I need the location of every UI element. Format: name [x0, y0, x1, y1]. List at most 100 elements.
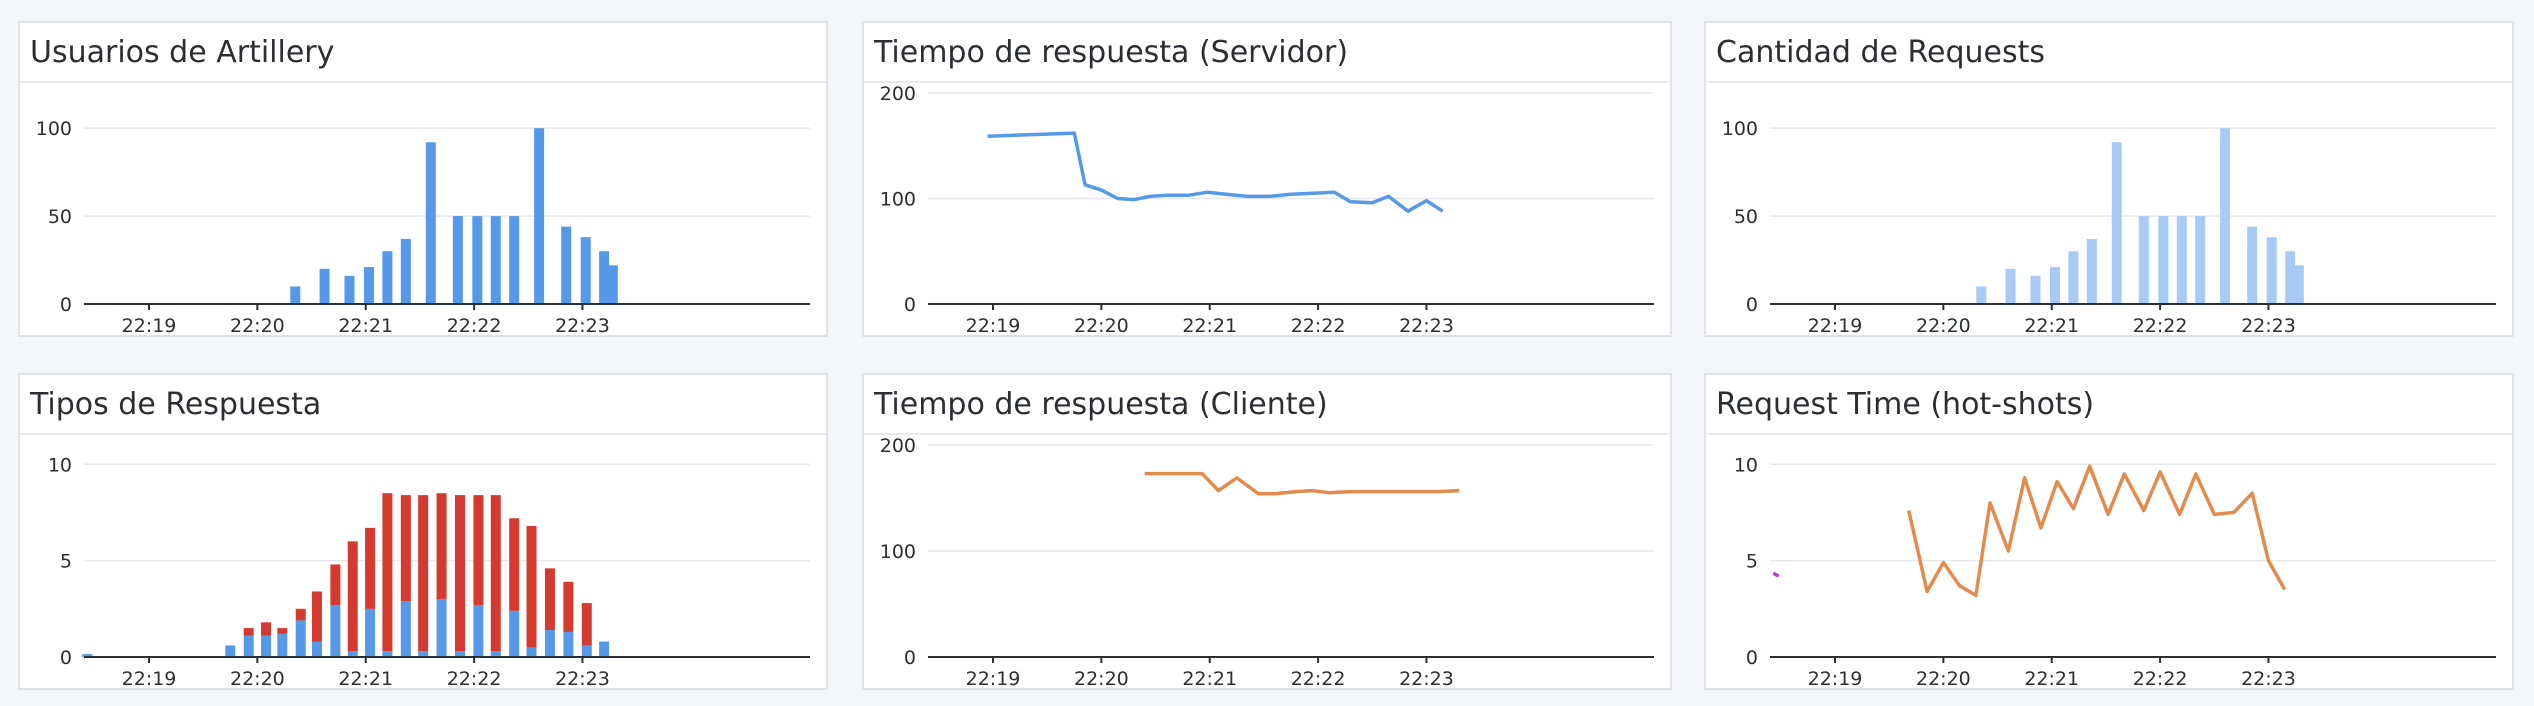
bar-segment	[311, 591, 322, 642]
chart-tiempo-servidor: 0 100 200 22:19 22:20 22:21 22:22 22:23	[880, 83, 1654, 335]
x-tick-label: 22:21	[338, 668, 393, 688]
bar	[490, 216, 501, 304]
y-tick-label: 0	[60, 294, 72, 316]
y-tick-label: 100	[36, 118, 72, 140]
bar-segment	[490, 651, 501, 657]
bar-segment	[382, 651, 393, 657]
bar-segment	[581, 603, 592, 646]
bar	[2005, 268, 2016, 304]
panel-cantidad-requests: Cantidad de Requests 0 50 100 22:19 22:20 22:…	[1704, 21, 2514, 337]
bar-segment	[436, 599, 447, 657]
x-tick-label: 22:21	[1182, 315, 1237, 335]
bar	[2247, 226, 2258, 304]
y-tick-label: 100	[880, 189, 916, 211]
bar-segment	[347, 651, 358, 657]
bar-segment	[418, 651, 429, 657]
bar-segment	[382, 493, 393, 652]
bar-segment	[400, 495, 411, 602]
chart-cantidad-requests: 0 50 100 22:19 22:20 22:21 22:22 22:23	[1722, 118, 2496, 335]
x-tick-label: 22:23	[555, 315, 610, 335]
bar	[472, 216, 483, 304]
bar-segment	[277, 633, 288, 657]
bar	[2220, 128, 2231, 304]
bar	[534, 128, 545, 304]
y-tick-label: 50	[1734, 206, 1758, 228]
bar	[319, 268, 330, 304]
bar-segment	[330, 564, 341, 605]
bar-segment	[509, 518, 520, 611]
panel-tipos-respuesta: Tipos de Respuesta 0 5 10 22:19 22:20 22:21 22…	[18, 373, 828, 690]
panel-tiempo-servidor: Tiempo de respuesta (Servidor) 0 100 200 22…	[862, 21, 1672, 337]
bar	[452, 216, 463, 304]
x-tick-label: 22:20	[1916, 668, 1971, 688]
y-tick-label: 0	[904, 294, 916, 316]
bar-segment	[473, 495, 484, 605]
x-tick-label: 22:23	[2241, 315, 2296, 335]
panel-title: Tipos de Respuesta	[30, 386, 322, 422]
bar-segment	[277, 628, 288, 634]
bar	[607, 265, 618, 304]
bar-segment	[82, 654, 93, 657]
bar-segment	[563, 581, 574, 632]
bar-segment	[436, 493, 447, 600]
bar	[2266, 237, 2277, 304]
chart-request-time: 0 5 10 22:19 22:20 22:21 22:22 22:23	[1734, 454, 2496, 688]
panel-title: Usuarios de Artillery	[30, 34, 335, 70]
panel-title: Tiempo de respuesta (Servidor)	[874, 34, 1349, 70]
bar	[2030, 275, 2041, 304]
panel-header: Cantidad de Requests	[1706, 23, 2512, 83]
bar	[2138, 216, 2149, 304]
bar	[2158, 216, 2169, 304]
x-tick-label: 22:23	[555, 668, 610, 688]
chart-tiempo-cliente: 0 100 200 22:19 22:20 22:21 22:22 22:23	[880, 435, 1654, 688]
bar	[2111, 142, 2122, 304]
bar-segment	[509, 610, 520, 657]
bar-segment	[526, 647, 537, 657]
bar-segment	[581, 645, 592, 657]
panel-tiempo-cliente: Tiempo de respuesta (Cliente) 0 100 200 22:…	[862, 373, 1672, 690]
x-tick-label: 22:19	[122, 668, 177, 688]
x-tick-label: 22:20	[230, 315, 285, 335]
panel-usuarios-artillery: Usuarios de Artillery 0 50 100 22:19 22:20 22…	[18, 21, 828, 337]
y-tick-label: 0	[1746, 294, 1758, 316]
bar	[2068, 251, 2079, 304]
bar	[2293, 265, 2304, 304]
x-tick-label: 22:19	[966, 668, 1021, 688]
y-tick-label: 0	[904, 647, 916, 669]
panel-title: Cantidad de Requests	[1716, 34, 2045, 70]
bar	[2049, 267, 2060, 304]
bar	[2195, 216, 2206, 304]
bar	[2176, 216, 2187, 304]
panel-title: Tiempo de respuesta (Cliente)	[874, 386, 1328, 422]
bar-segment	[418, 495, 429, 652]
y-tick-label: 0	[60, 647, 72, 669]
y-tick-label: 10	[48, 454, 72, 476]
bar	[382, 251, 393, 304]
bar-segment	[330, 604, 341, 657]
bar	[1976, 286, 1987, 304]
bar	[509, 216, 520, 304]
x-tick-label: 22:23	[1399, 668, 1454, 688]
x-tick-label: 22:23	[1399, 315, 1454, 335]
y-tick-label: 200	[880, 83, 916, 105]
x-tick-label: 22:20	[1074, 668, 1129, 688]
panel-title: Request Time (hot-shots)	[1716, 386, 2095, 422]
bar-segment	[455, 651, 466, 657]
panel-request-time: Request Time (hot-shots) 0 5 10 22:19 22:20 2…	[1704, 373, 2514, 690]
x-tick-label: 22:22	[2133, 668, 2188, 688]
bar-segment	[526, 525, 537, 648]
bar-segment	[295, 620, 306, 657]
panel-header: Tipos de Respuesta	[20, 375, 826, 435]
bar-segment	[455, 495, 466, 652]
x-tick-label: 22:21	[1182, 668, 1237, 688]
bar-segment	[365, 608, 376, 657]
x-tick-label: 22:22	[1291, 668, 1346, 688]
panel-header: Request Time (hot-shots)	[1706, 375, 2512, 435]
y-tick-label: 100	[1722, 118, 1758, 140]
bar-segment	[563, 631, 574, 657]
bar	[344, 275, 355, 304]
bar-segment	[311, 641, 322, 657]
x-tick-label: 22:19	[966, 315, 1021, 335]
bar-segment	[473, 604, 484, 657]
x-tick-label: 22:19	[1808, 315, 1863, 335]
